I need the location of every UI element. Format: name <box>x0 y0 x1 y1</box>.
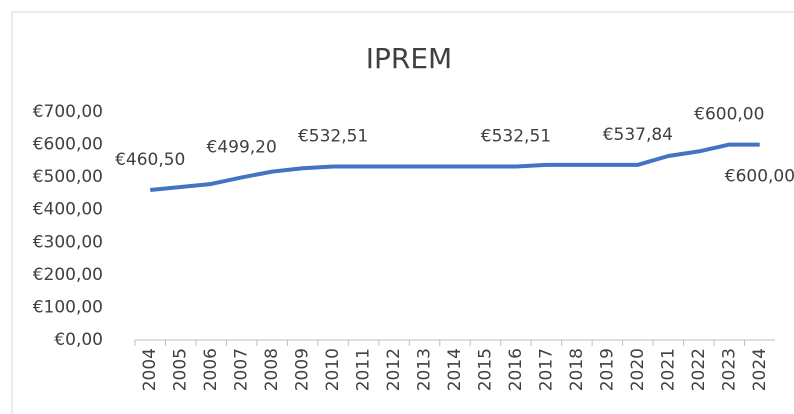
x-tick-label: 2019 <box>597 348 617 391</box>
y-tick-label: €500,00 <box>33 167 103 187</box>
x-tick-label: 2008 <box>262 348 282 391</box>
y-tick-label: €700,00 <box>33 102 103 122</box>
chart-title: IPREM <box>366 42 452 75</box>
x-tick-label: 2012 <box>384 348 404 391</box>
data-label: €532,51 <box>481 127 551 147</box>
x-tick-label: 2020 <box>628 348 648 391</box>
data-label: €600,00 <box>725 167 794 187</box>
y-tick-label: €400,00 <box>33 200 103 220</box>
x-tick-label: 2023 <box>719 348 739 391</box>
data-label: €532,51 <box>298 127 368 147</box>
y-tick-label: €100,00 <box>33 297 103 317</box>
line <box>150 142 760 192</box>
y-tick-label: €0,00 <box>54 330 103 350</box>
x-tick-label: 2004 <box>140 348 160 391</box>
x-tick-label: 2017 <box>536 348 556 391</box>
y-tick-label: €200,00 <box>33 265 103 285</box>
x-tick-label: 2006 <box>201 348 221 391</box>
x-tick-label: 2013 <box>415 348 435 391</box>
x-tick-label: 2011 <box>354 348 374 391</box>
x-tick-label: 2022 <box>689 348 709 391</box>
x-tick-label: 2014 <box>445 348 465 391</box>
x-tick-label: 2016 <box>506 348 526 391</box>
x-tick-label: 2009 <box>293 348 313 391</box>
x-tick-label: 2005 <box>171 348 191 391</box>
chart-border <box>11 11 794 414</box>
x-tick-label: 2021 <box>658 348 678 391</box>
data-label: €537,84 <box>603 125 673 145</box>
x-tick-label: 2015 <box>475 348 495 391</box>
x-tick-label: 2010 <box>323 348 343 391</box>
x-tick-label: 2024 <box>750 348 770 391</box>
data-label: €600,00 <box>694 105 764 125</box>
data-label: €460,50 <box>115 150 185 170</box>
x-tick-label: 2007 <box>232 348 252 391</box>
y-tick-label: €300,00 <box>33 232 103 252</box>
data-label: €499,20 <box>207 137 277 157</box>
y-tick-label: €600,00 <box>33 135 103 155</box>
x-tick-label: 2018 <box>567 348 587 391</box>
